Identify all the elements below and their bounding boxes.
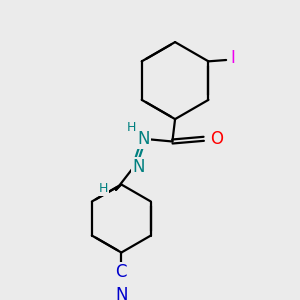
- Text: O: O: [210, 130, 223, 148]
- Text: N: N: [137, 130, 150, 148]
- Text: N: N: [132, 158, 145, 176]
- Text: H: H: [99, 182, 108, 195]
- Text: C: C: [116, 263, 127, 281]
- Text: N: N: [115, 286, 128, 300]
- Text: H: H: [127, 121, 136, 134]
- Text: I: I: [231, 49, 236, 67]
